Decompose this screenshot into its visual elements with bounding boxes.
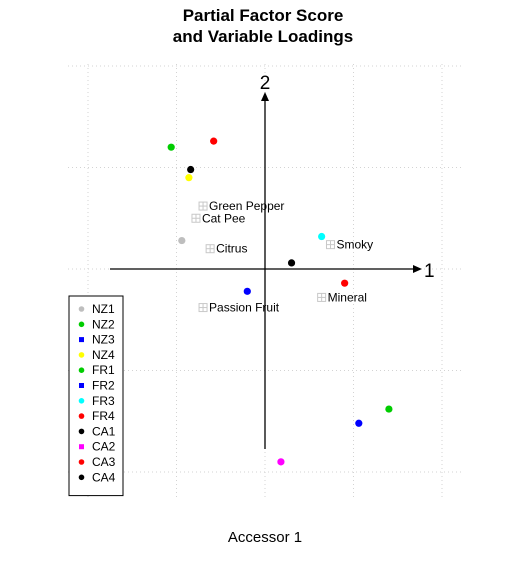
legend-marker-fr1 [78, 367, 85, 374]
axis-1-label: 1 [424, 261, 435, 282]
legend-label-nz4: NZ4 [92, 348, 115, 362]
point-fr2 [243, 287, 251, 295]
legend-marker-fr3 [78, 398, 85, 404]
point-fr1 [385, 405, 393, 413]
point-ca3 [210, 137, 218, 145]
factor-axes [110, 92, 422, 449]
legend-box [68, 295, 124, 497]
legend-label-fr1: FR1 [92, 363, 115, 377]
legend-label-ca3: CA3 [92, 455, 116, 469]
axis-2-arrowhead [261, 92, 269, 101]
variable-label-cat-pee: Cat Pee [202, 211, 246, 225]
legend-label-ca1: CA1 [92, 424, 116, 438]
variable-label-mineral: Mineral [328, 290, 367, 304]
point-nz4 [185, 174, 193, 182]
x-axis-label: Accessor 1 [228, 529, 302, 546]
point-fr4 [341, 279, 349, 287]
variable-label-smoky: Smoky [336, 238, 373, 252]
legend-label-ca2: CA2 [92, 440, 116, 454]
variable-marker-smoky [325, 240, 335, 250]
legend-marker-ca1 [78, 428, 85, 435]
chart-title-line2: and Variable Loadings [173, 27, 353, 46]
legend-label-nz3: NZ3 [92, 333, 115, 347]
point-nz1 [178, 236, 186, 245]
legend-marker-ca2 [79, 444, 84, 450]
point-ca4 [187, 165, 195, 174]
variable-label-citrus: Citrus [216, 242, 247, 256]
point-fr3 [318, 232, 326, 241]
chart-title-line1: Partial Factor Score [183, 6, 344, 25]
variable-label-green-pepper: Green Pepper [209, 199, 284, 213]
factor-score-points [167, 137, 393, 466]
legend-marker-ca3 [78, 459, 85, 465]
axis-1-arrowhead [413, 265, 422, 273]
legend-marker-fr4 [78, 413, 85, 419]
point-nz2 [167, 143, 175, 151]
axis-2-label: 2 [260, 73, 271, 94]
legend-label-fr4: FR4 [92, 409, 115, 423]
variable-marker-citrus [205, 244, 215, 254]
variable-marker-mineral [317, 292, 327, 302]
legend-marker-ca4 [78, 474, 85, 481]
variable-label-passion-fruit: Passion Fruit [209, 301, 280, 315]
legend-label-nz1: NZ1 [92, 302, 115, 316]
point-ca2 [277, 458, 285, 466]
legend-marker-nz1 [78, 306, 85, 312]
legend-label-fr2: FR2 [92, 379, 115, 393]
legend-marker-nz4 [78, 352, 85, 358]
variable-marker-passion-fruit [198, 303, 208, 313]
point-ca1 [287, 259, 296, 267]
legend-label-nz2: NZ2 [92, 317, 115, 331]
point-nz3 [355, 419, 363, 427]
legend-label-fr3: FR3 [92, 394, 115, 408]
variable-marker-cat-pee [191, 213, 201, 223]
legend-marker-fr2 [79, 383, 84, 388]
legend-label-ca4: CA4 [92, 470, 116, 484]
variable-marker-green-pepper [198, 201, 208, 211]
legend-marker-nz3 [79, 337, 84, 343]
legend-marker-nz2 [78, 321, 85, 328]
